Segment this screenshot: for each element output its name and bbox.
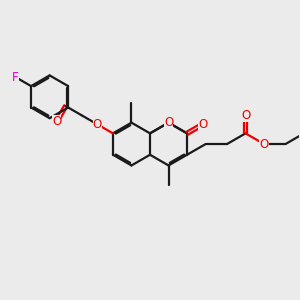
Text: O: O bbox=[198, 118, 207, 131]
Text: O: O bbox=[260, 138, 269, 151]
Text: O: O bbox=[241, 109, 250, 122]
Text: O: O bbox=[93, 118, 102, 131]
Text: O: O bbox=[52, 115, 61, 128]
Text: O: O bbox=[164, 116, 173, 129]
Text: F: F bbox=[12, 70, 19, 83]
